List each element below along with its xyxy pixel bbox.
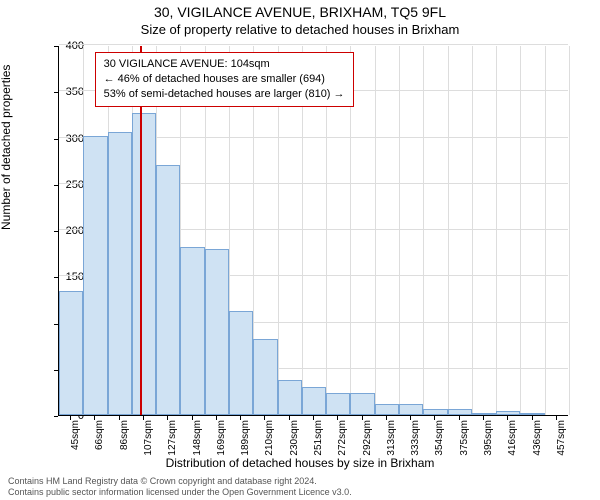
y-axis-label: Number of detached properties [0,65,13,230]
x-tick-mark [386,416,387,420]
annotation-line2: ← 46% of detached houses are smaller (69… [104,72,345,87]
annotation-line3: 53% of semi-detached houses are larger (… [104,87,345,102]
histogram-bar [229,311,253,415]
annotation-line1: 30 VIGILANCE AVENUE: 104sqm [104,57,345,72]
x-tick-mark [507,416,508,420]
histogram-bar [520,413,544,415]
chart-subtitle: Size of property relative to detached ho… [0,22,600,37]
histogram-bar [350,393,374,415]
histogram-bar [472,413,496,415]
x-tick-mark [532,416,533,420]
histogram-bar [132,113,156,415]
x-tick-mark [94,416,95,420]
histogram-bar [156,165,180,415]
histogram-bar [375,404,399,415]
histogram-bar [59,291,83,415]
histogram-bar [496,411,520,415]
x-tick-mark [70,416,71,420]
x-tick-mark [337,416,338,420]
chart-title: 30, VIGILANCE AVENUE, BRIXHAM, TQ5 9FL [0,4,600,20]
histogram-bar [253,339,277,415]
x-tick-mark [556,416,557,420]
grid-line [59,44,568,45]
annotation-box: 30 VIGILANCE AVENUE: 104sqm ← 46% of det… [95,52,354,107]
plot-area: 30 VIGILANCE AVENUE: 104sqm ← 46% of det… [58,46,568,416]
histogram-bar [180,247,204,415]
x-tick-mark [240,416,241,420]
x-tick-mark [289,416,290,420]
x-tick-mark [216,416,217,420]
histogram-bar [278,380,302,415]
x-tick-mark [459,416,460,420]
x-tick-mark [362,416,363,420]
histogram-bar [326,393,350,415]
x-axis-label: Distribution of detached houses by size … [0,456,600,470]
footer-line2: Contains public sector information licen… [8,487,352,498]
x-tick-mark [434,416,435,420]
histogram-bar [302,387,326,415]
x-tick-mark [143,416,144,420]
x-tick-mark [192,416,193,420]
x-tick-mark [264,416,265,420]
chart-container: 30, VIGILANCE AVENUE, BRIXHAM, TQ5 9FL S… [0,0,600,500]
histogram-bar [423,409,447,415]
x-tick-mark [410,416,411,420]
histogram-bar [399,404,423,415]
histogram-bar [83,136,107,415]
y-tick-mark [54,416,58,417]
histogram-bar [448,409,472,415]
x-tick-mark [119,416,120,420]
grid-line [569,46,570,415]
histogram-bar [205,249,229,416]
x-tick-mark [313,416,314,420]
x-tick-mark [483,416,484,420]
x-tick-mark [167,416,168,420]
footer-text: Contains HM Land Registry data © Crown c… [8,476,352,498]
histogram-bar [108,132,132,415]
footer-line1: Contains HM Land Registry data © Crown c… [8,476,352,487]
